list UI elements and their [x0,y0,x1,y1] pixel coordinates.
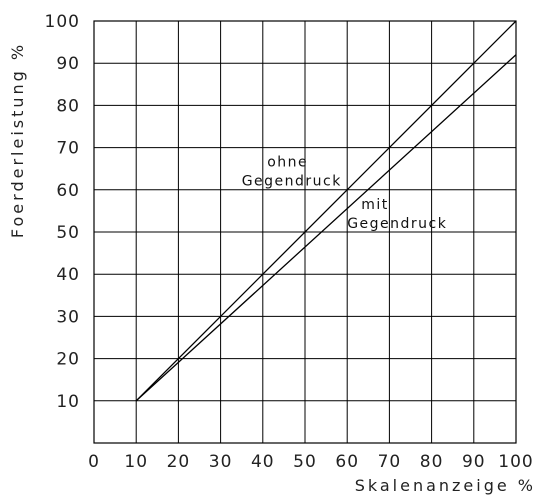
y-tick-label: 90 [56,54,80,74]
series-line-1 [135,20,517,402]
annotation-2: mit Gegendruck [347,197,447,232]
x-tick-label: 0 [88,452,100,472]
x-tick-label: 90 [462,452,486,472]
x-tick-label: 50 [293,452,317,472]
y-tick-label: 70 [56,139,80,159]
annotation-line: Gegendruck [242,174,342,190]
x-tick-label: 70 [378,452,402,472]
y-axis-label: Foerderleistung % [8,42,27,238]
grid [93,20,517,444]
y-tick-label: 100 [45,12,80,32]
y-tick-label: 80 [56,96,80,116]
x-tick-label: 80 [420,452,444,472]
series-line-2 [135,54,517,402]
x-tick-label: 60 [335,452,359,472]
series-lines [135,20,517,402]
annotation-line: ohne [267,155,308,171]
annotations: ohne Gegendruck mit Gegendruck [242,155,447,232]
x-tick-label: 30 [209,452,233,472]
x-tick-labels: 0 10 20 30 40 50 60 70 80 90 100 [88,452,533,472]
x-tick-label: 20 [167,452,191,472]
x-tick-label: 10 [124,452,148,472]
annotation-line: mit [361,197,389,213]
y-tick-label: 40 [56,265,80,285]
y-tick-label: 50 [56,223,80,243]
y-tick-label: 30 [56,307,80,327]
y-tick-label: 20 [56,350,80,370]
y-tick-label: 10 [56,392,80,412]
y-tick-label: 60 [56,181,80,201]
x-tick-label: 40 [251,452,275,472]
annotation-1: ohne Gegendruck [242,155,342,190]
annotation-line: Gegendruck [347,216,447,232]
x-tick-label: 100 [498,452,533,472]
x-axis-label: Skalenanzeige % [355,476,536,495]
y-tick-labels: 10 20 30 40 50 60 70 80 90 100 [45,12,80,412]
